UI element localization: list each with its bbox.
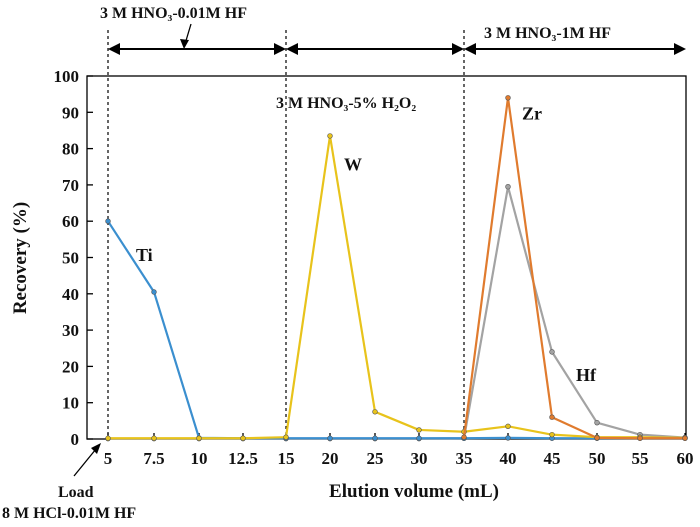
load-arrow-shaft [73,448,97,477]
region1-arrow-head-right [274,43,286,55]
series-line-w [108,134,686,440]
regions-layer [107,23,686,439]
y-tick-label: 40 [62,285,79,304]
data-point-hf [594,419,600,426]
data-point-zr [505,95,511,101]
series-labels-layer: Ti W Zr Hf [136,104,597,385]
series-line-hf [108,185,686,440]
data-point-zr [682,435,688,441]
region1-pointer-head [180,39,189,49]
data-point-w [105,435,111,441]
data-point-hf [549,349,555,355]
y-tick-label: 90 [62,103,79,122]
data-point-hf [505,184,511,190]
series-line-ti [107,220,685,440]
y-tick-label: 30 [62,321,79,340]
data-point-ti [327,435,333,441]
x-tick-label: 45 [544,449,561,468]
x-tick-label: 25 [367,449,384,468]
region1-arrow-head-left [108,43,120,55]
data-point-ti [105,218,111,224]
region2-label: 3 M HNO₃-5% H₂O₂ [276,95,416,112]
load-solution-label: 8 M HCl-0.01M HF [2,505,136,522]
x-tick-label: 40 [500,449,517,468]
data-point-w [327,133,333,139]
region3-arrow-head-right [674,43,686,55]
y-tick-label: 70 [62,176,79,195]
x-tick-label: 60 [677,449,694,468]
y-tick-label: 20 [62,357,79,376]
x-tick-label: 5 [104,449,113,468]
x-tick-label: 35 [456,449,473,468]
x-tick-label: 15 [278,449,295,468]
x-tick-label: 50 [589,449,606,468]
y-tick-label: 60 [62,212,79,231]
load-arrow-head [91,443,101,454]
region1-label: 3 M HNO₃-0.01M HF [100,5,247,22]
data-point-zr [461,434,467,440]
x-tick-label: 10 [191,449,208,468]
load-label: Load [58,484,94,501]
region3-label: 3 M HNO₃-1M HF [484,25,611,42]
x-tick-label: 30 [411,449,428,468]
data-point-w [505,423,511,429]
data-point-ti [372,435,378,441]
ticks-layer: 0 10 20 30 40 50 60 70 80 90 100 5 7.5 10 12.5 15 20 25 30… [54,67,694,468]
data-point-ti [416,435,422,441]
x-tick-label: 55 [632,449,649,468]
y-tick-label: 80 [62,140,79,159]
data-point-ti [151,289,157,295]
data-point-zr [637,435,643,441]
x-tick-label: 20 [322,449,339,468]
x-tick-label: 7.5 [143,449,164,468]
y-axis-title: Recovery (%) [10,202,31,314]
region3-arrow-head-left [464,43,476,55]
region2-arrow-head-right [452,43,464,55]
y-tick-label: 0 [71,430,80,449]
series-label-w: W [344,154,362,174]
plot-frame [86,75,687,440]
data-point-w [283,434,289,440]
data-point-zr [594,435,600,441]
x-axis-title: Elution volume (mL) [329,481,499,502]
series-label-zr: Zr [522,104,542,124]
data-point-w [240,435,246,441]
series-layer [105,95,688,442]
series-line-zr [462,96,685,440]
y-tick-label: 10 [62,394,79,413]
region2-arrow-head-left [286,43,298,55]
data-point-ti [505,435,511,441]
data-point-w [151,435,157,441]
x-tick-label: 12.5 [228,449,258,468]
data-point-w [372,409,378,415]
series-label-hf: Hf [576,365,597,385]
data-point-w [416,427,422,433]
data-point-w [196,435,202,441]
data-point-zr [549,414,555,420]
series-label-ti: Ti [136,245,153,265]
data-point-w [549,431,555,438]
y-tick-label: 50 [62,249,79,268]
y-tick-label: 100 [54,67,80,86]
